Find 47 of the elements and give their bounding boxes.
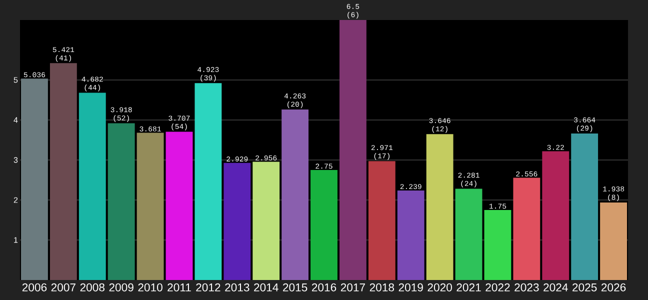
bar bbox=[600, 202, 627, 280]
bar bbox=[224, 162, 251, 280]
y-tick-label: 2 bbox=[14, 197, 18, 203]
x-tick-label: 2011 bbox=[168, 283, 191, 292]
bar bbox=[484, 210, 512, 280]
bar bbox=[542, 151, 570, 280]
x-tick-label: 2006 bbox=[22, 283, 47, 292]
x-tick-label: 2020 bbox=[428, 283, 452, 292]
x-tick-label: 2009 bbox=[109, 283, 134, 292]
y-tick-label: 3 bbox=[14, 157, 18, 163]
x-tick-label: 2019 bbox=[398, 283, 423, 292]
bar bbox=[455, 188, 482, 280]
x-tick-label: 2025 bbox=[572, 283, 597, 292]
bar bbox=[78, 92, 106, 280]
x-tick-label: 2007 bbox=[51, 283, 76, 292]
bar bbox=[108, 123, 135, 280]
bar bbox=[136, 132, 164, 280]
y-tick-label: 4 bbox=[14, 117, 18, 123]
x-tick-label: 2014 bbox=[254, 283, 278, 292]
bar bbox=[571, 133, 598, 280]
x-tick-label: 2016 bbox=[312, 283, 336, 292]
bar bbox=[339, 20, 366, 280]
bar bbox=[397, 190, 424, 280]
bar bbox=[282, 109, 309, 280]
x-tick-label: 2012 bbox=[196, 283, 220, 292]
x-tick-label: 2024 bbox=[544, 283, 568, 292]
x-tick-label: 2013 bbox=[225, 283, 250, 292]
x-tick-label: 2021 bbox=[456, 283, 481, 292]
bar bbox=[50, 63, 77, 280]
x-tick-label: 2008 bbox=[80, 283, 104, 292]
bar bbox=[194, 83, 222, 280]
bar bbox=[368, 161, 396, 280]
bar bbox=[252, 162, 280, 280]
x-tick-label: 2018 bbox=[370, 283, 394, 292]
x-tick-label: 2026 bbox=[601, 283, 626, 292]
bar bbox=[166, 132, 193, 280]
y-tick-label: 1 bbox=[14, 237, 18, 243]
bar bbox=[310, 170, 338, 280]
bar bbox=[426, 134, 454, 280]
x-tick-label: 2017 bbox=[340, 283, 365, 292]
bar bbox=[513, 178, 540, 280]
x-tick-label: 2022 bbox=[486, 283, 510, 292]
bar bbox=[21, 78, 48, 280]
x-tick-label: 2023 bbox=[514, 283, 539, 292]
x-tick-label: 2015 bbox=[283, 283, 308, 292]
y-tick-label: 5 bbox=[14, 77, 18, 83]
x-tick-label: 2010 bbox=[138, 283, 162, 292]
